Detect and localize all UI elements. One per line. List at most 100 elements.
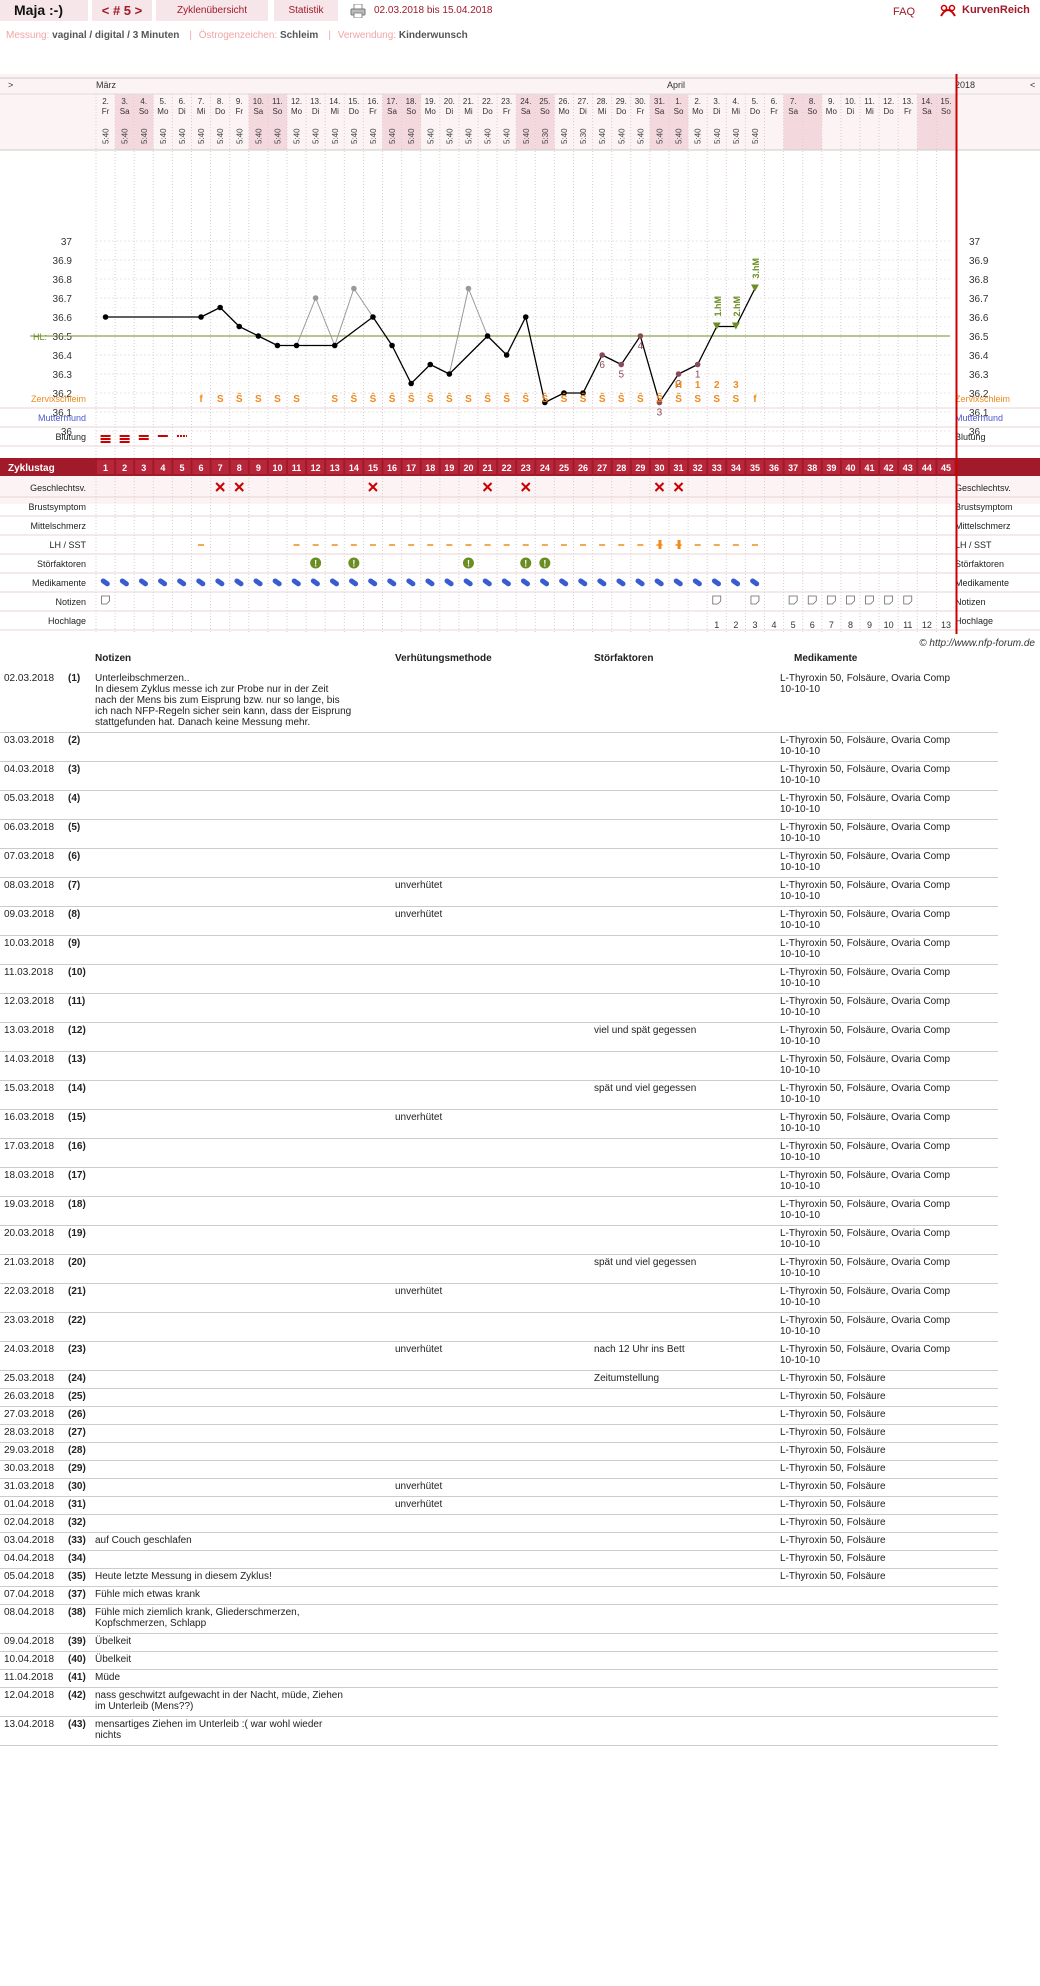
header-notes: Notizen: [95, 653, 132, 664]
day-date-label: 2.: [694, 97, 701, 106]
high-phase-number: 1: [714, 620, 719, 630]
temp-curve-excluded-segment: [448, 288, 469, 375]
temperature-point: [465, 285, 472, 292]
temp-curve-segment: [448, 335, 489, 375]
low-count-label: 1: [695, 370, 701, 381]
row-cycle-day: (31): [68, 1499, 86, 1510]
temperature-point: [293, 342, 300, 349]
row-cycle-day: (13): [68, 1054, 86, 1065]
weekday-label: Sa: [387, 107, 397, 116]
cycle-day-number: 37: [788, 463, 798, 473]
disturbance-icon-glyph: !: [524, 559, 527, 569]
mucus-symbol: Ŝ: [656, 392, 663, 405]
high-phase-number: 6: [810, 620, 815, 630]
day-date-label: 6.: [771, 97, 778, 106]
row-date: 10.03.2018: [4, 938, 55, 949]
table-row: 11.04.2018 (41) Müde: [0, 1669, 998, 1688]
measure-time-label: 5:40: [197, 128, 206, 144]
weekday-label: Di: [312, 107, 320, 116]
measure-time-label: 5:30: [541, 128, 550, 144]
cycle-day-cell: [574, 460, 592, 474]
row-medication: L-Thyroxin 50, Folsäure, Ovaria Comp 10-…: [780, 967, 951, 989]
row-medication: L-Thyroxin 50, Folsäure, Ovaria Comp 10-…: [780, 1228, 951, 1250]
table-row: 16.03.2018 (15) unverhütet L-Thyroxin 50, F…: [0, 1109, 998, 1139]
chart-nav-left: >: [8, 80, 13, 90]
medication-pill-icon: [520, 578, 531, 587]
temp-curve-segment: [639, 335, 661, 403]
row-note: Fühle mich ziemlich krank, Gliederschmer…: [95, 1607, 300, 1629]
medication-pill-icon: [119, 578, 129, 587]
temp-curve-excluded-segment: [467, 288, 489, 337]
weekend-shade: [248, 94, 268, 150]
table-row: 07.04.2018 (37) Fühle mich etwas krank: [0, 1586, 998, 1605]
temp-tick-right: 36.8: [969, 275, 989, 286]
weekday-label: So: [139, 107, 149, 116]
note-icon: [884, 595, 894, 605]
row-contraception: unverhütet: [395, 1499, 443, 1510]
cycle-day-cell: [861, 460, 879, 474]
row-medication: L-Thyroxin 50, Folsäure, Ovaria Comp 10-…: [780, 793, 951, 815]
cycle-day-cell: [116, 460, 134, 474]
table-row: 27.03.2018 (26) L-Thyroxin 50, Folsäure: [0, 1406, 998, 1425]
table-row: 03.04.2018 (33) auf Couch geschlafen L-Thyr…: [0, 1532, 998, 1551]
temperature-point: [561, 390, 567, 396]
measure-time-label: 5:30: [579, 128, 588, 144]
day-date-label: 31.: [654, 97, 665, 106]
measure-time-label: 5:40: [102, 128, 111, 144]
mucus-symbol: f: [199, 394, 203, 405]
row-date: 21.03.2018: [4, 1257, 55, 1268]
tab-cycle-overview[interactable]: Zyklenübersicht: [156, 0, 268, 21]
temp-curve-segment: [658, 373, 680, 403]
day-date-label: 23.: [501, 97, 512, 106]
day-date-label: 26.: [558, 97, 569, 106]
row-date: 26.03.2018: [4, 1391, 55, 1402]
printer-icon[interactable]: [350, 4, 366, 18]
row-date: 29.03.2018: [4, 1445, 55, 1456]
row-date: 04.03.2018: [4, 764, 55, 775]
temp-tick-left: 36.2: [53, 389, 73, 400]
row-medication: L-Thyroxin 50, Folsäure: [780, 1373, 886, 1384]
mucus-symbol: Ŝ: [637, 392, 644, 405]
low-count-label: 6: [599, 360, 605, 371]
medication-pill-icon: [368, 578, 378, 587]
measure-time-label: 5:40: [675, 128, 684, 144]
medication-pill-icon: [673, 578, 683, 587]
measure-time-label: 5:40: [369, 128, 378, 144]
kurvenreich-logo[interactable]: KurvenReich: [938, 1, 1040, 21]
measure-time-label: 5:40: [121, 128, 130, 144]
day-date-label: 20.: [444, 97, 455, 106]
row-medication: L-Thyroxin 50, Folsäure, Ovaria Comp 10-…: [780, 1112, 951, 1134]
weekday-label: So: [674, 107, 684, 116]
faq-link[interactable]: FAQ: [893, 6, 916, 18]
medication-pill-icon: [711, 578, 722, 587]
cycle-day-number: 1: [103, 463, 108, 473]
row-cycle-day: (24): [68, 1373, 86, 1384]
tab-statistics[interactable]: Statistik: [274, 0, 338, 21]
row-cycle-day: (3): [68, 764, 81, 775]
temperature-point: [618, 361, 625, 368]
day-date-label: 10.: [845, 97, 856, 106]
cycle-day-number: 25: [559, 463, 569, 473]
measure-time-label: 5:40: [254, 128, 263, 144]
row-cycle-day: (33): [68, 1535, 86, 1546]
cycle-day-number: 3: [141, 463, 146, 473]
row-cycle-day: (18): [68, 1199, 86, 1210]
cycle-navigator[interactable]: < # 5 >: [92, 0, 152, 21]
intercourse-cross-icon: [368, 482, 378, 492]
medication-pill-icon: [177, 578, 187, 587]
note-icon: [788, 595, 798, 605]
row-medication: L-Thyroxin 50, Folsäure, Ovaria Comp 10-…: [780, 1083, 951, 1105]
weekday-label: Di: [847, 107, 855, 116]
weekday-label: Di: [713, 107, 721, 116]
table-row: 05.04.2018 (35) Heute letzte Messung in di…: [0, 1568, 998, 1587]
measure-time-label: 5:40: [445, 128, 454, 144]
day-date-label: 13.: [902, 97, 913, 106]
temp-tick-right: 36: [969, 427, 981, 438]
row-medication: L-Thyroxin 50, Folsäure: [780, 1535, 886, 1546]
weekday-label: Mo: [692, 107, 704, 116]
chart-plot-area: [0, 150, 1040, 468]
day-date-label: 14.: [921, 97, 932, 106]
day-date-label: 10.: [253, 97, 264, 106]
temp-curve-segment: [258, 335, 278, 347]
high-measure-marker: [712, 322, 721, 330]
